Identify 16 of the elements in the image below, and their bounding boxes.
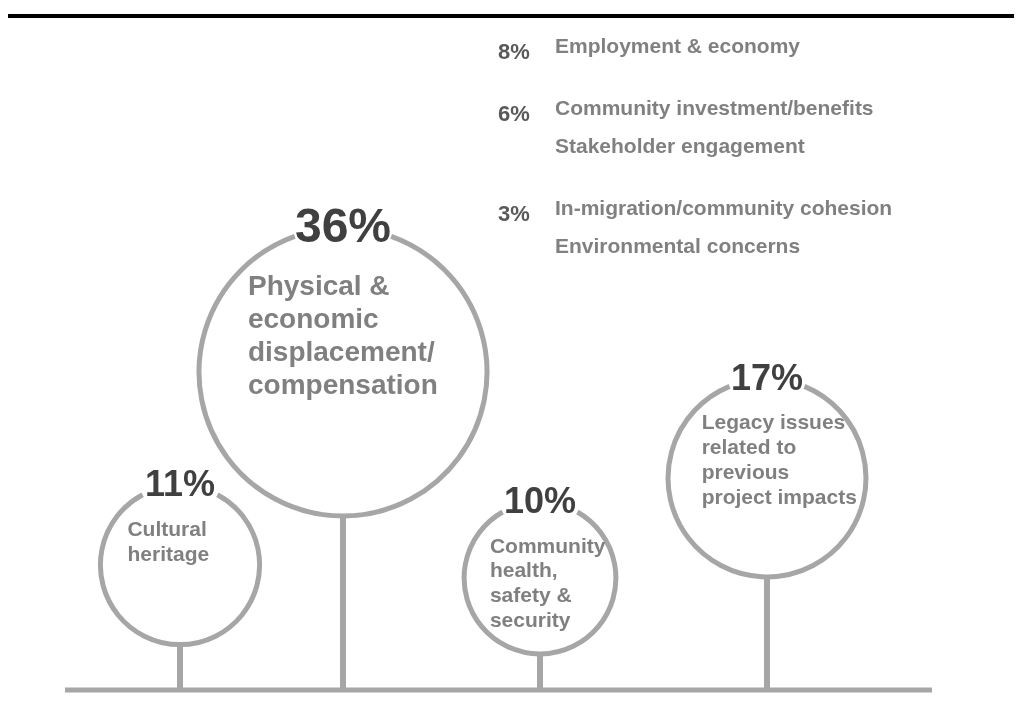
data-label: 36%	[294, 199, 392, 253]
data-label: 3%	[498, 201, 530, 226]
category-label: Physical & economic displacement/ compensation	[247, 270, 438, 401]
data-label: 8%	[498, 39, 530, 64]
data-label: 10%	[503, 479, 577, 521]
category-label: Stakeholder engagement	[555, 134, 805, 157]
category-label: Legacy issues related to previous project impacts	[701, 410, 857, 508]
data-label: 6%	[498, 101, 530, 126]
category-label: Employment & economy	[555, 34, 801, 57]
data-label: 11%	[144, 463, 216, 505]
category-label: Community investment/benefits	[555, 96, 874, 119]
data-label: 17%	[730, 356, 804, 398]
category-label: In-migration/community cohesion	[555, 196, 893, 219]
category-label: Environmental concerns	[555, 234, 801, 257]
category-label: Cultural heritage	[127, 516, 210, 565]
category-label: Community health, safety & security	[489, 533, 606, 631]
